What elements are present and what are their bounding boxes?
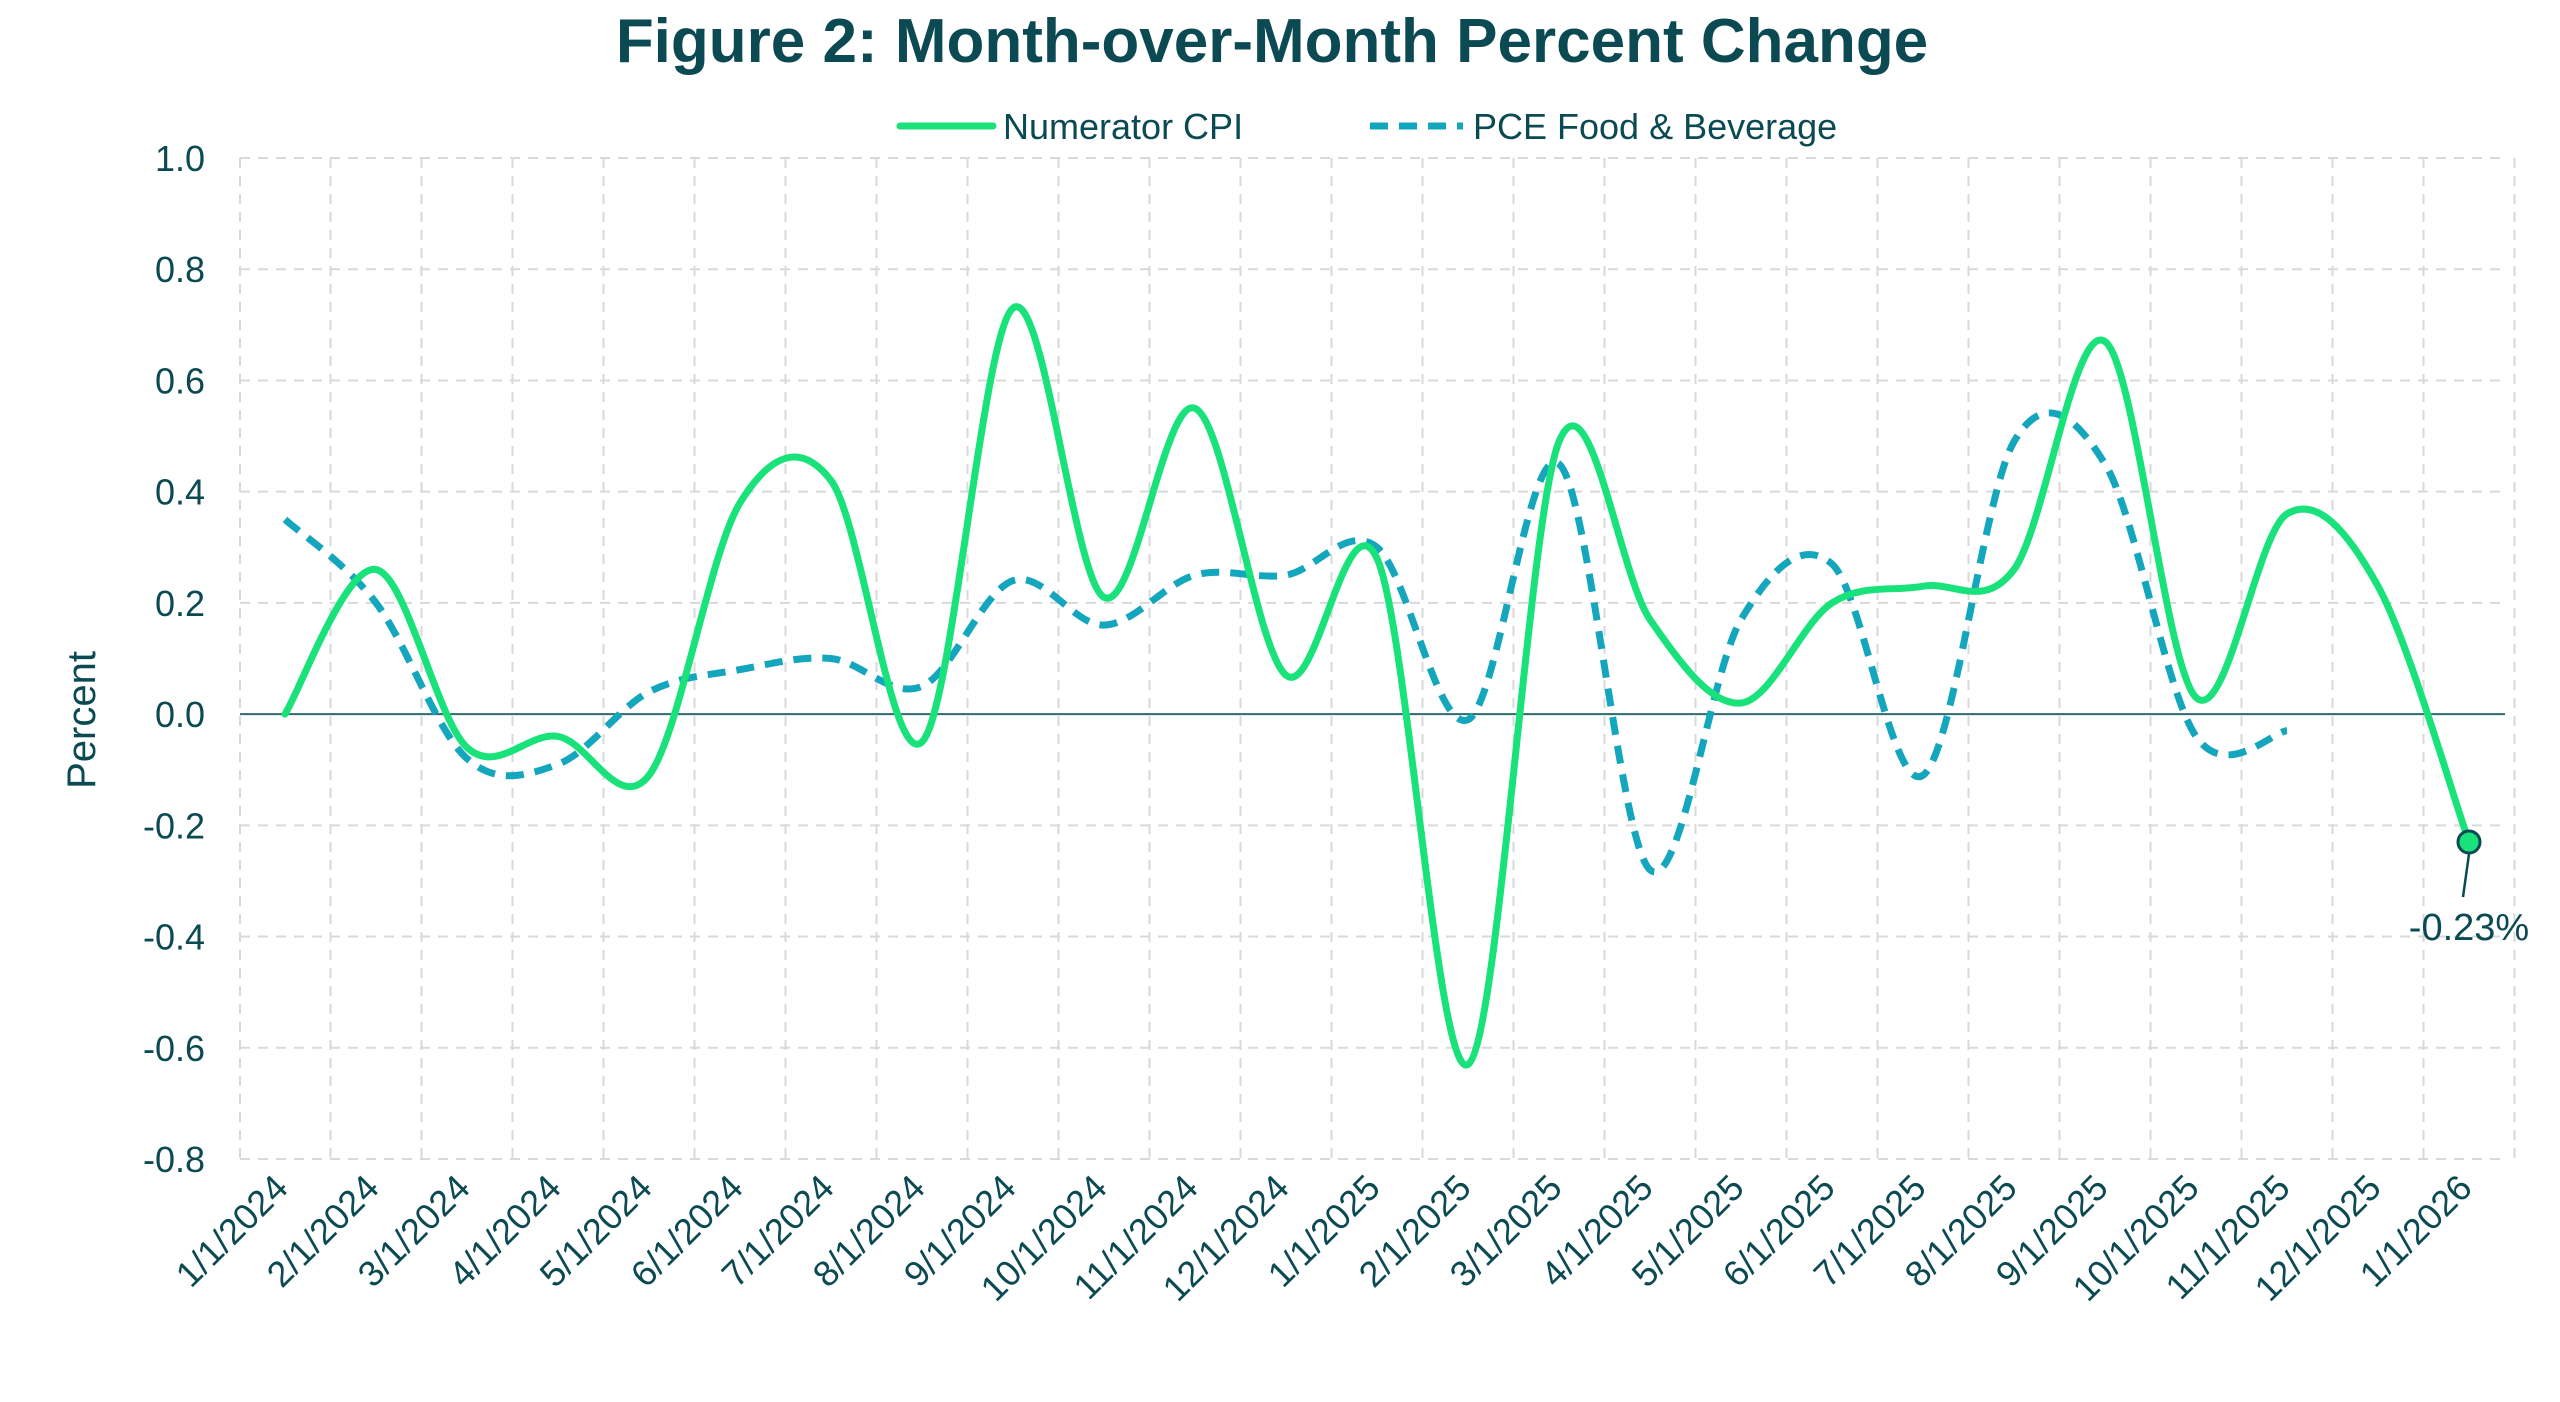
y-tick-label: 0.6 [155,360,205,401]
annotation-marker [2456,829,2482,855]
grid [239,157,2516,1160]
series-line-numerator-cpi [281,303,2473,1069]
legend-label-pce-food-beverage: PCE Food & Beverage [1473,106,1837,147]
legend: Numerator CPI PCE Food & Beverage [896,106,1837,147]
series-line-pce-food-beverage [282,409,2288,876]
annotation-label: -0.23% [2409,907,2529,949]
x-axis: 1/1/20242/1/20243/1/20244/1/20245/1/2024… [168,1167,2480,1309]
y-tick-label: 0.2 [155,583,205,624]
y-tick-label: 0.0 [155,694,205,735]
legend-label-numerator-cpi: Numerator CPI [1003,106,1243,147]
y-tick-label: -0.4 [143,917,205,958]
y-tick-label: 0.8 [155,249,205,290]
y-axis: 1.0 0.8 0.6 0.4 0.2 0.0 -0.2 -0.4 -0.6 -0.8 [143,138,205,1180]
y-tick-label: 1.0 [155,138,205,179]
annotation-leader-line [2461,853,2471,898]
y-tick-label: -0.8 [143,1139,205,1180]
series-layer [281,303,2473,1069]
y-tick-label: -0.6 [143,1028,205,1069]
y-tick-label: -0.2 [143,805,205,846]
y-axis-title: Percent [60,651,104,789]
y-tick-label: 0.4 [155,472,205,513]
chart-title: Figure 2: Month-over-Month Percent Chang… [616,7,1928,76]
annotation: -0.23% [2409,829,2529,949]
